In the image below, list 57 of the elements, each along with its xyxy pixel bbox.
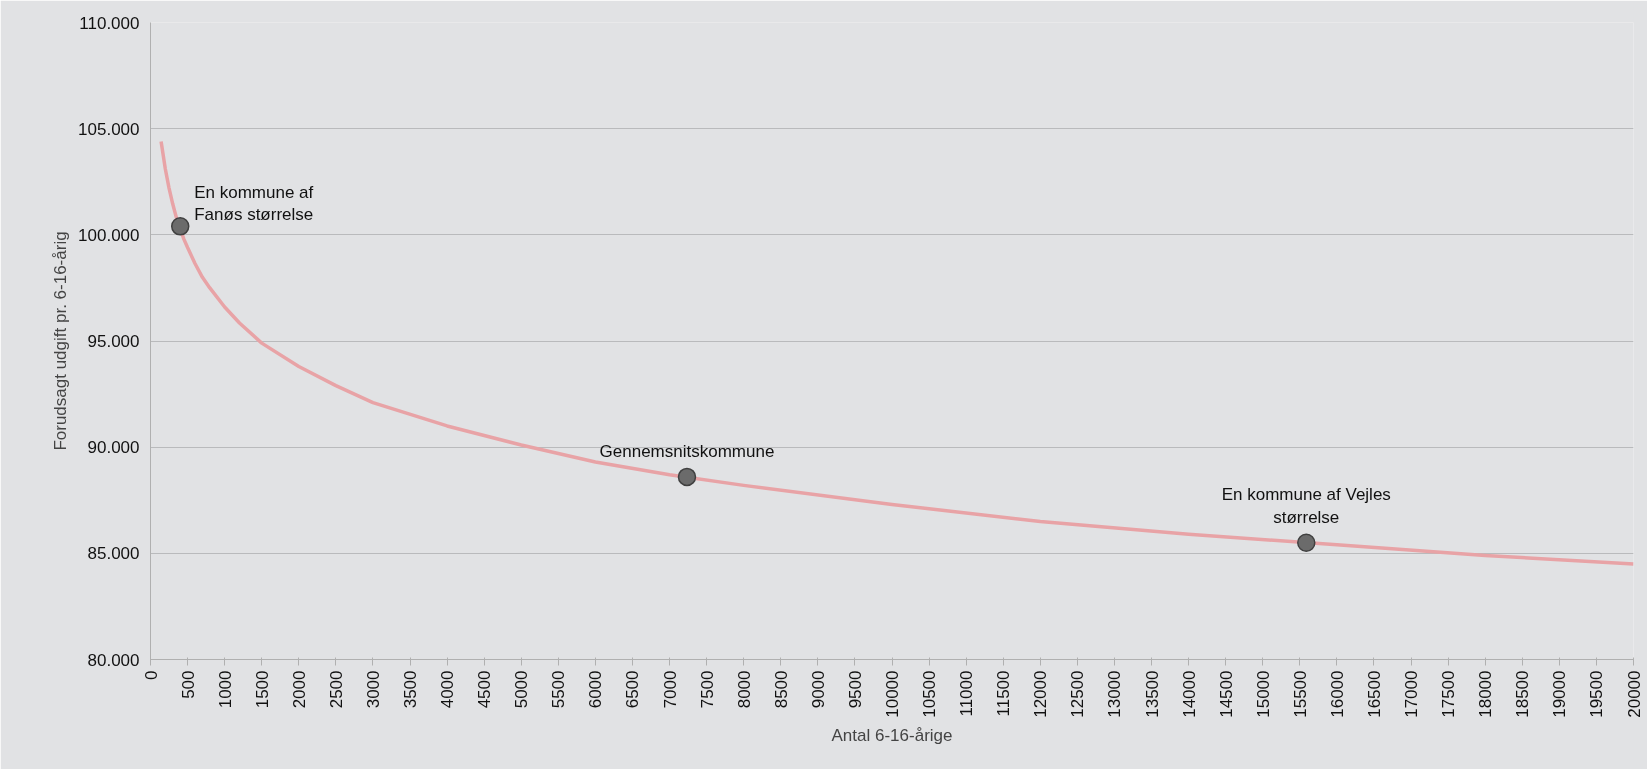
x-tick-label: 1500 [252, 670, 272, 709]
x-tick-label: 7000 [660, 670, 680, 709]
x-axis-title: Antal 6-16-årige [831, 725, 953, 745]
y-tick-label: 80.000 [87, 650, 140, 670]
y-tick-label: 85.000 [87, 544, 140, 564]
x-tick-label: 12500 [1068, 670, 1088, 718]
y-tick-label: 90.000 [87, 438, 140, 458]
x-tick-label: 8000 [734, 670, 754, 709]
x-tick-label: 3500 [401, 670, 421, 709]
y-tick-label: 100.000 [78, 225, 140, 245]
point [170, 217, 190, 236]
y-tick-label: 110.000 [79, 13, 140, 33]
x-tick-label: 2500 [326, 670, 346, 709]
x-tick-label: 20000 [1624, 670, 1644, 718]
x-tick-label: 14500 [1216, 670, 1236, 718]
y-axis-title: Forudsagt udgift pr. 6-16-årig [51, 231, 71, 451]
x-tick-label: 19000 [1550, 670, 1570, 718]
x-tick-label: 2000 [289, 670, 309, 709]
x-tick-label: 6500 [623, 670, 643, 709]
x-tick-label: 15000 [1253, 670, 1273, 718]
x-tick-label: 11000 [957, 670, 977, 717]
point [1297, 533, 1316, 552]
x-tick-label: 13500 [1142, 670, 1162, 718]
line-series [159, 139, 1634, 566]
x-tick-label: 17000 [1402, 670, 1422, 718]
x-tick-label: 12000 [1031, 670, 1051, 718]
x-tick-label: 4500 [475, 670, 495, 709]
y-tick-label: 105.000 [78, 119, 140, 139]
x-tick-label: 14000 [1179, 670, 1199, 718]
x-tick-label: 19500 [1587, 670, 1607, 718]
annotation: En kommune af Fanøs størrelse [194, 182, 314, 225]
x-tick-label: 10500 [920, 670, 940, 718]
x-tick-label: 11500 [994, 670, 1014, 717]
x-tick-label: 16500 [1364, 670, 1384, 718]
point [677, 467, 697, 487]
x-tick-label: 18500 [1513, 670, 1533, 718]
x-tick-label: 5500 [549, 670, 569, 709]
x-tick-label: 8500 [771, 670, 791, 709]
x-tick-label: 5000 [512, 670, 532, 709]
x-tick-label: 7500 [697, 670, 717, 709]
x-tick-label: 6000 [586, 670, 606, 709]
annotation: Gennemsnitskommune [599, 441, 775, 461]
x-tick-label: 9000 [808, 670, 828, 709]
x-tick-label: 13000 [1105, 670, 1125, 718]
x-tick-label: 16000 [1327, 670, 1347, 718]
annotation: En kommune af Vejles størrelse [1221, 484, 1391, 527]
x-tick-label: 500 [178, 670, 198, 699]
x-tick-label: 10000 [883, 670, 902, 718]
x-tick-label: 17500 [1439, 670, 1459, 718]
x-tick-label: 4000 [438, 670, 458, 709]
x-tick-label: 15500 [1290, 670, 1310, 718]
x-tick-label: 3000 [363, 670, 383, 709]
y-tick-label: 95.000 [87, 332, 140, 351]
x-tick-label: 1000 [215, 670, 235, 709]
x-tick-label: 9500 [845, 670, 865, 709]
x-tick-label: 18000 [1476, 670, 1496, 718]
x-tick-label: 0 [141, 670, 161, 680]
